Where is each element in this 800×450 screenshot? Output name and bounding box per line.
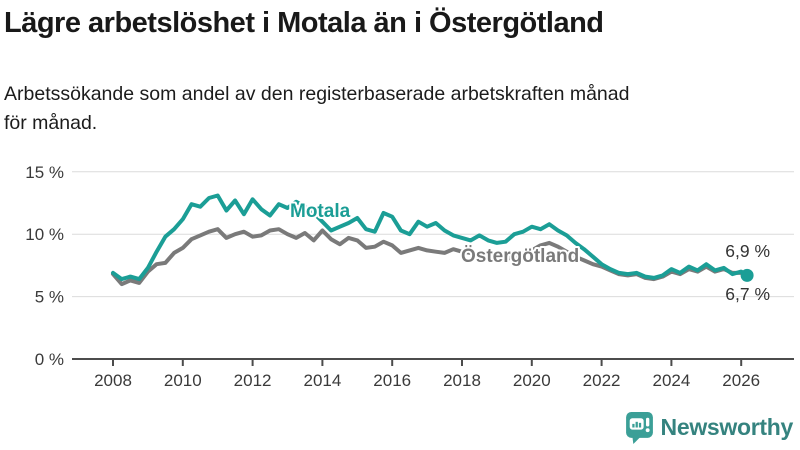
x-axis-tick-label: 2010 xyxy=(164,371,202,390)
end-value-label-ostergotland: 6,9 % xyxy=(725,241,770,261)
x-axis-tick-label: 2024 xyxy=(652,371,690,390)
series-end-dot xyxy=(740,268,754,282)
newsworthy-logo-text: Newsworthy xyxy=(660,414,794,440)
x-axis-tick-label: 2016 xyxy=(373,371,411,390)
y-axis-tick-label: 10 % xyxy=(25,225,64,244)
y-axis-tick-label: 0 % xyxy=(35,350,64,369)
newsworthy-logo-icon xyxy=(625,412,653,444)
x-axis-tick-label: 2026 xyxy=(722,371,760,390)
series-line-motala xyxy=(111,193,750,282)
x-axis-tick-label: 2020 xyxy=(513,371,551,390)
subtitle-line-1: Arbetssökande som andel av den registerb… xyxy=(4,83,630,105)
end-value-label-motala: 6,7 % xyxy=(725,284,770,304)
x-axis-tick-label: 2018 xyxy=(443,371,481,390)
x-axis-tick-label: 2008 xyxy=(94,371,132,390)
newsworthy-logo[interactable]: Newsworthy xyxy=(625,411,793,444)
line-chart: 0 % 5 % 10 % 15 % 2008 2010 2012 2014 2016 2018 20… xyxy=(0,150,800,400)
x-axis-tick-label: 2012 xyxy=(234,371,272,390)
chart-subtitle: Arbetssökande som andel av den registerb… xyxy=(4,80,794,138)
chart-canvas: 0 % 5 % 10 % 15 % 2008 2010 2012 2014 2016 2018 20… xyxy=(25,163,794,390)
subtitle-line-2: för månad. xyxy=(4,112,98,134)
y-axis-tick-label: 5 % xyxy=(35,288,64,307)
series-label-ostergotland: Östergötland xyxy=(461,246,579,267)
y-axis-tick-label: 15 % xyxy=(25,163,64,182)
page-title: Lägre arbetslöshet i Motala än i Östergö… xyxy=(4,7,604,39)
x-axis-tick-label: 2022 xyxy=(583,371,621,390)
series-label-motala: Motala xyxy=(290,201,351,222)
x-axis-tick-label: 2014 xyxy=(303,371,341,390)
